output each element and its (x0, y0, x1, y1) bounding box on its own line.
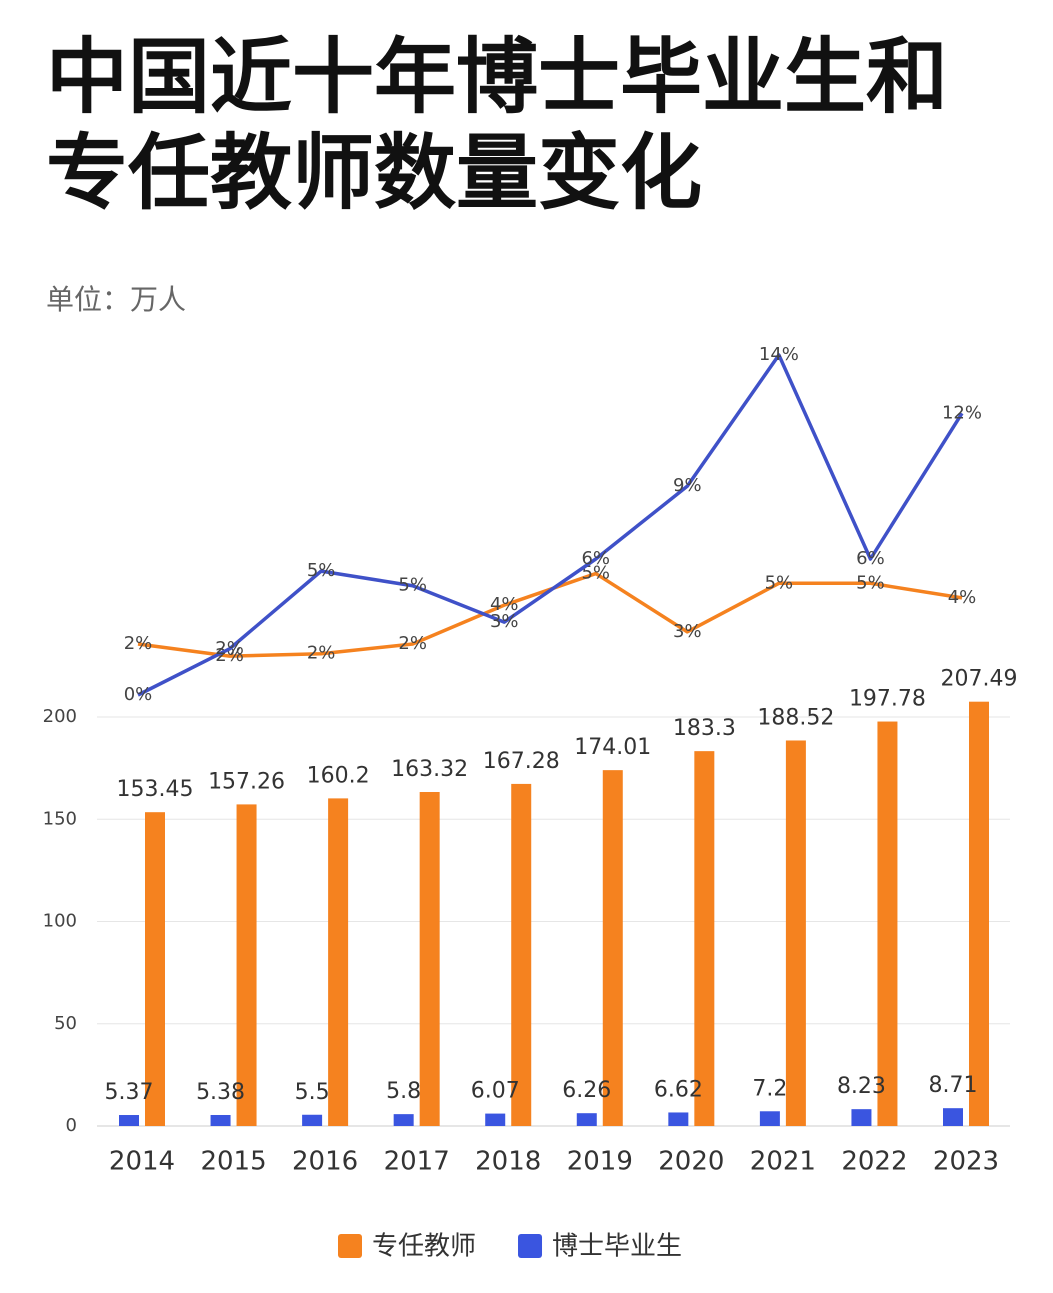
bar-value-label: 207.49 (941, 667, 1018, 692)
bar-value-label: 157.26 (208, 769, 285, 794)
bar-value-label: 167.28 (483, 749, 560, 774)
growth-label: 6% (856, 548, 885, 569)
growth-line (137, 571, 963, 658)
growth-label: 14% (759, 344, 799, 365)
bar (511, 783, 532, 1126)
bar-value-label: 153.45 (117, 777, 194, 802)
growth-label: 3% (490, 611, 519, 632)
y-tick-label: 100 (43, 911, 77, 932)
bar (145, 812, 165, 1126)
bar (668, 1112, 689, 1126)
x-tick-label: 2019 (567, 1147, 633, 1177)
x-tick-label: 2018 (475, 1147, 541, 1177)
growth-label: 2% (398, 633, 427, 654)
bar (302, 1114, 323, 1126)
x-tick-label: 2016 (292, 1147, 358, 1177)
x-tick-label: 2014 (109, 1147, 175, 1177)
growth-label: 9% (673, 475, 702, 496)
bar (943, 1108, 963, 1126)
legend-swatch (518, 1234, 543, 1258)
y-tick-label: 0 (66, 1115, 77, 1136)
chart-subtitle: 单位：万人 (46, 283, 187, 316)
bar-value-label: 6.62 (654, 1077, 703, 1102)
growth-label: 5% (765, 572, 794, 593)
x-tick-label: 2021 (750, 1147, 816, 1177)
x-tick-label: 2017 (384, 1147, 450, 1177)
y-tick-label: 150 (43, 808, 77, 829)
bar (694, 751, 715, 1126)
bar (877, 721, 898, 1126)
bar (851, 1109, 872, 1126)
bar-value-label: 8.71 (929, 1073, 978, 1098)
growth-label: 2% (307, 643, 336, 664)
growth-label: 3% (673, 621, 702, 642)
x-tick-label: 2015 (200, 1147, 266, 1177)
bar (602, 770, 623, 1126)
bar (419, 792, 440, 1126)
bar-value-label: 160.2 (307, 763, 370, 788)
growth-label: 5% (856, 572, 885, 593)
chart-title: 中国近十年博士毕业生和专任教师数量变化 (46, 30, 949, 221)
bar-value-label: 183.3 (673, 716, 736, 741)
bar-value-label: 5.37 (105, 1080, 154, 1105)
bar-value-label: 188.52 (757, 705, 834, 730)
growth-label: 0% (124, 684, 153, 705)
growth-line (137, 353, 964, 697)
growth-label: 2% (124, 633, 153, 654)
x-tick-label: 2022 (841, 1147, 907, 1177)
legend-swatch (338, 1234, 362, 1258)
bar-value-label: 7.2 (752, 1076, 787, 1101)
y-tick-label: 50 (54, 1013, 77, 1034)
bar-value-label: 197.78 (849, 687, 926, 712)
bar (393, 1114, 414, 1126)
growth-label: 5% (307, 560, 336, 581)
legend-label: 专任教师 (372, 1232, 476, 1262)
bar (485, 1113, 506, 1126)
bar (785, 740, 806, 1126)
bar-value-label: 6.26 (562, 1078, 611, 1103)
growth-label: 6% (581, 548, 610, 569)
bar (236, 804, 257, 1126)
growth-label: 2% (215, 638, 244, 659)
bar-value-label: 8.23 (837, 1074, 886, 1099)
bar-value-label: 163.32 (391, 757, 468, 782)
bar-value-label: 174.01 (574, 735, 651, 760)
growth-label: 2% (215, 645, 244, 666)
x-tick-label: 2020 (658, 1147, 724, 1177)
legend-label: 博士毕业生 (552, 1232, 682, 1262)
bar-value-label: 5.5 (295, 1080, 330, 1105)
bar (576, 1113, 597, 1126)
bar (969, 701, 989, 1126)
growth-label: 12% (942, 402, 982, 423)
growth-label: 4% (948, 587, 977, 608)
bar (759, 1111, 780, 1126)
bar-value-label: 5.38 (196, 1080, 245, 1105)
bar (119, 1115, 139, 1126)
x-tick-label: 2023 (933, 1147, 999, 1177)
bar-value-label: 6.07 (471, 1079, 520, 1104)
y-tick-label: 200 (43, 706, 77, 727)
bar-value-label: 5.8 (386, 1079, 421, 1104)
growth-label: 5% (581, 563, 610, 584)
bar (328, 798, 349, 1126)
growth-label: 5% (398, 575, 427, 596)
growth-label: 4% (490, 594, 519, 615)
bar (210, 1114, 231, 1126)
